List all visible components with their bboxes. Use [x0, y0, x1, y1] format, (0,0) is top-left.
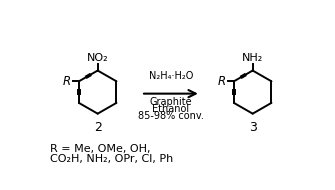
Text: Ethanol: Ethanol — [152, 105, 190, 114]
Text: 3: 3 — [249, 121, 257, 134]
Text: R: R — [218, 75, 226, 88]
Text: R = Me, OMe, OH,: R = Me, OMe, OH, — [50, 144, 150, 154]
Text: NO₂: NO₂ — [87, 53, 109, 63]
Text: R: R — [63, 75, 71, 88]
Text: Graphite: Graphite — [150, 97, 192, 108]
Text: CO₂H, NH₂, OPr, Cl, Ph: CO₂H, NH₂, OPr, Cl, Ph — [50, 154, 173, 164]
Text: 85-98% conv.: 85-98% conv. — [138, 111, 204, 121]
Text: 2: 2 — [94, 121, 102, 134]
Text: N₂H₄·H₂O: N₂H₄·H₂O — [149, 71, 193, 81]
Text: NH₂: NH₂ — [242, 53, 263, 63]
